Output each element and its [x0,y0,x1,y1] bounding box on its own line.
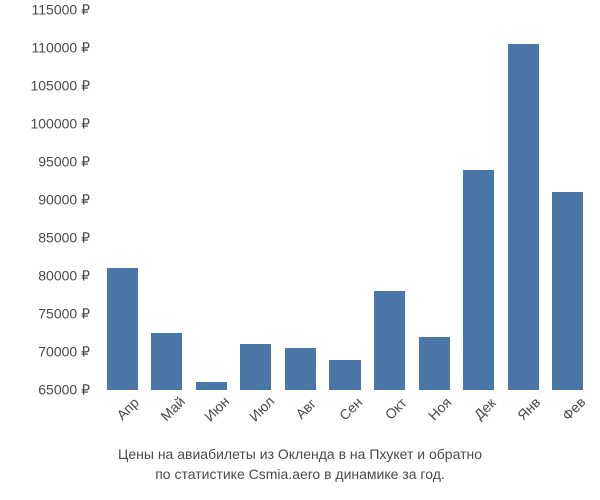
bar [508,44,539,390]
y-tick-label: 85000 ₽ [38,230,90,247]
caption-line-2: по статистике Csmia.aero в динамике за г… [0,465,600,485]
y-tick-label: 65000 ₽ [38,382,90,399]
x-axis: Апр Май Июн Июл Авг Сен Окт Ноя Дек Янв Фев [100,395,590,445]
bar [107,268,138,390]
y-tick-label: 105000 ₽ [30,78,90,95]
bar [240,344,271,390]
x-tick-label: Апр [114,394,143,423]
y-tick-label: 110000 ₽ [32,40,90,57]
bar [329,360,360,390]
plot-area [100,10,590,390]
bar [463,170,494,390]
y-tick-label: 115000 ₽ [32,2,90,19]
bar [374,291,405,390]
caption-line-1: Цены на авиабилеты из Окленда в на Пхуке… [0,445,600,465]
y-tick-label: 100000 ₽ [30,116,90,133]
y-tick-label: 95000 ₽ [38,154,90,171]
y-tick-label: 70000 ₽ [38,344,90,361]
x-tick-label: Дек [470,395,498,423]
bar [419,337,450,390]
bar [285,348,316,390]
y-tick-label: 90000 ₽ [38,192,90,209]
x-tick-label: Янв [514,394,543,423]
bar [196,382,227,390]
y-tick-label: 80000 ₽ [38,268,90,285]
x-tick-label: Июл [246,393,277,424]
x-tick-label: Сен [336,394,365,423]
x-tick-label: Ноя [425,394,454,423]
x-tick-label: Май [157,393,188,424]
x-tick-label: Авг [293,395,320,422]
x-tick-label: Фев [559,394,589,424]
y-tick-label: 75000 ₽ [38,306,90,323]
y-axis: 65000 ₽70000 ₽75000 ₽80000 ₽85000 ₽90000… [0,10,95,390]
x-tick-label: Окт [381,395,409,423]
bars-group [100,10,590,390]
chart-caption: Цены на авиабилеты из Окленда в на Пхуке… [0,445,600,484]
x-tick-label: Июн [201,393,232,424]
price-chart: 65000 ₽ 70000 ₽ 75000 ₽ 80000 ₽ 85000 ₽ 90000… [0,0,600,500]
bar [151,333,182,390]
bar [552,192,583,390]
